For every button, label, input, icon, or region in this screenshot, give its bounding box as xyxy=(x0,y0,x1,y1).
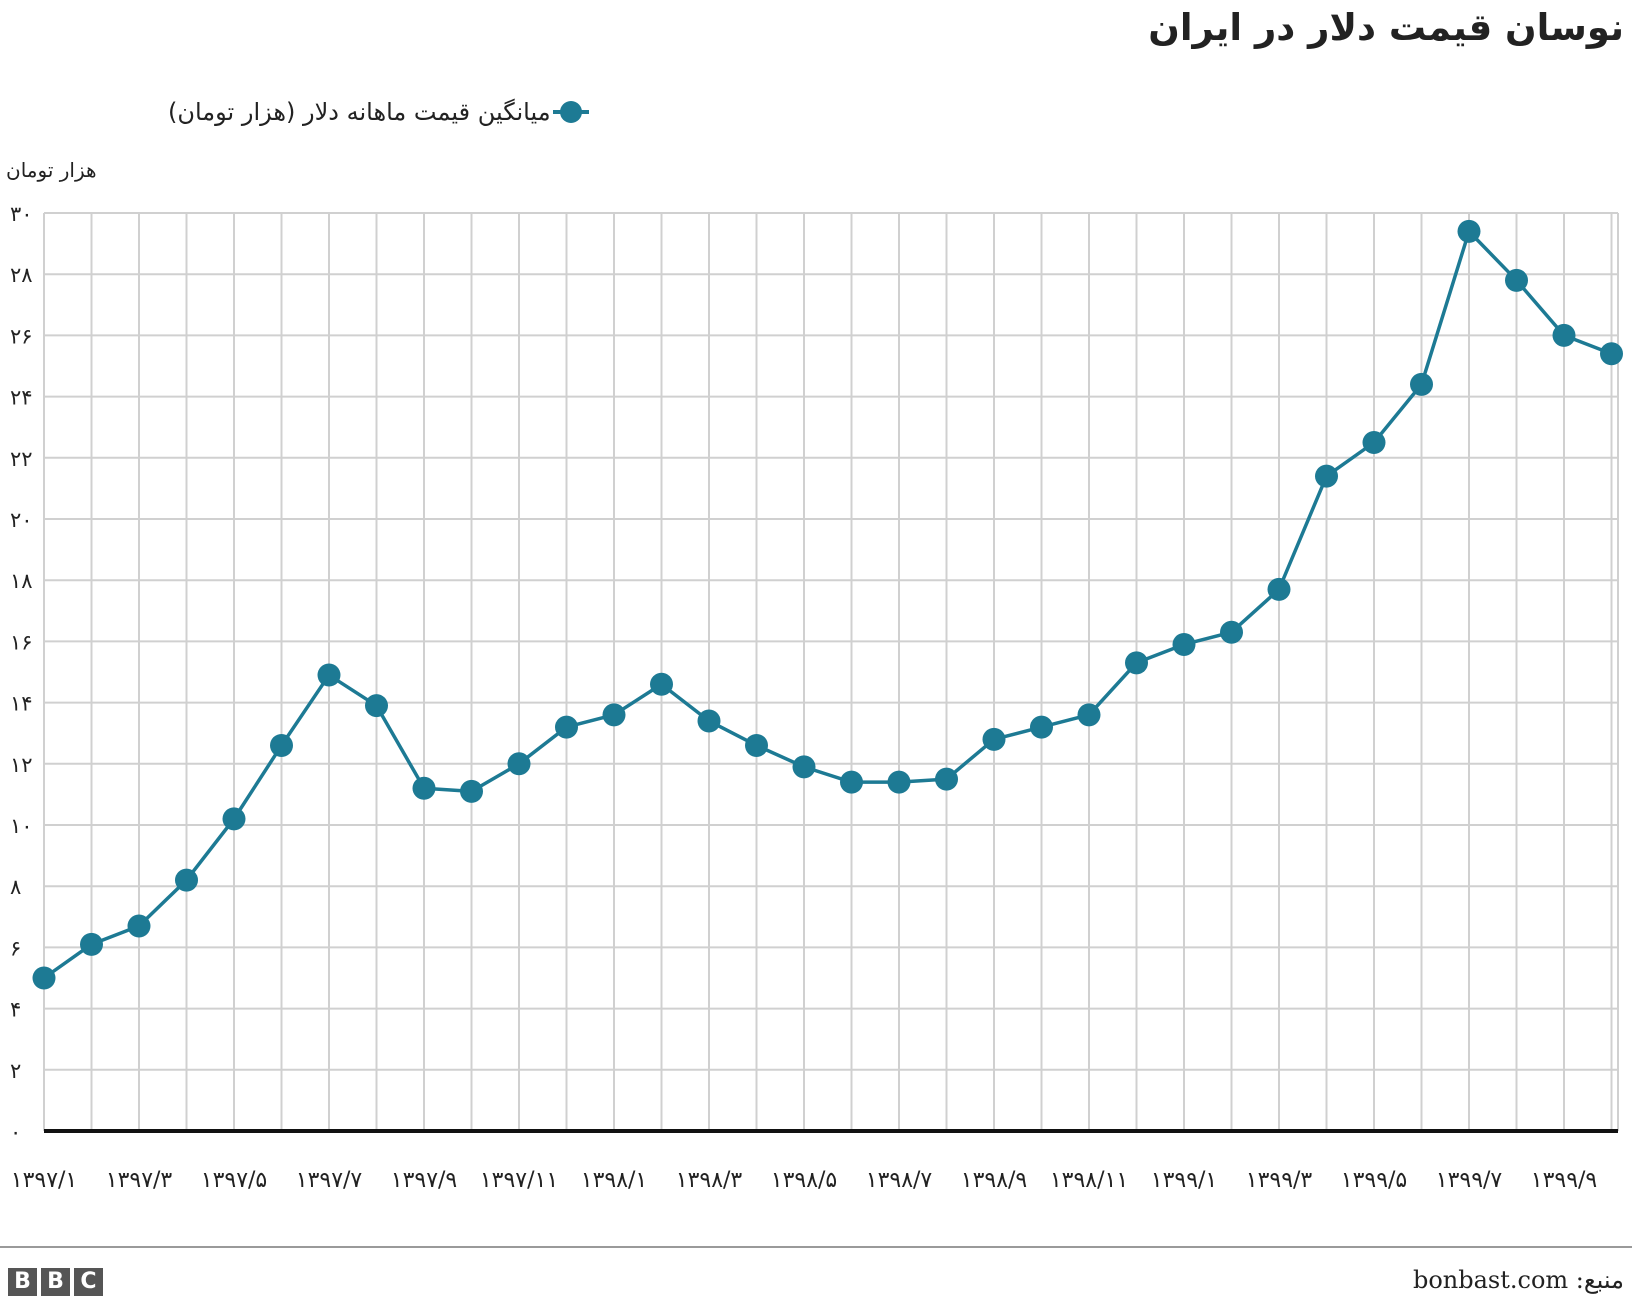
x-tick-label: ۱۳۹۹/۹ xyxy=(1531,1168,1598,1193)
y-tick-label: ۲۸ xyxy=(10,263,33,287)
data-point xyxy=(1505,268,1528,292)
data-point xyxy=(935,767,958,791)
legend: میانگین قیمت ماهانه دلار (هزار تومان) xyxy=(160,92,591,132)
y-tick-label: ۲۲ xyxy=(10,447,33,471)
y-tick-label: ۱۸ xyxy=(10,569,33,593)
y-tick-label: ۲ xyxy=(10,1059,21,1083)
x-tick-label: ۱۳۹۸/۱ xyxy=(581,1168,648,1193)
data-point xyxy=(1552,323,1576,347)
legend-marker-icon xyxy=(551,92,591,132)
y-tick-label: ۲۴ xyxy=(10,386,33,410)
x-tick-labels: ۱۳۹۷/۱ ۱۳۹۷/۳ ۱۳۹۷/۵ ۱۳۹۷/۷ ۱۳۹۷/۹ ۱۳۹۷/۱۱ ۱۳۹… xyxy=(11,1168,1598,1193)
data-point xyxy=(697,709,721,733)
legend-label: میانگین قیمت ماهانه دلار (هزار تومان) xyxy=(168,98,551,126)
data-point xyxy=(175,868,198,892)
y-tick-label: ۸ xyxy=(10,875,21,899)
data-point xyxy=(507,752,531,776)
data-point xyxy=(365,694,388,718)
data-point xyxy=(1362,431,1386,454)
data-point xyxy=(1030,715,1053,739)
data-point xyxy=(745,733,768,757)
bbc-logo-block: B xyxy=(41,1268,70,1296)
y-tick-label: ۴ xyxy=(10,998,21,1022)
y-axis-label: هزار تومان xyxy=(6,158,97,182)
x-tick-label: ۱۳۹۷/۷ xyxy=(296,1168,363,1193)
data-point xyxy=(887,770,911,794)
data-point xyxy=(602,703,626,727)
data-points xyxy=(32,219,1623,990)
data-point xyxy=(1600,342,1623,366)
data-point xyxy=(222,807,246,831)
bbc-logo-block: C xyxy=(74,1268,103,1296)
data-point xyxy=(650,672,673,696)
y-tick-label: ۰ xyxy=(10,1120,21,1144)
data-point xyxy=(1077,703,1101,727)
y-tick-label: ۲۰ xyxy=(10,508,33,532)
data-point xyxy=(1220,620,1243,644)
y-tick-label: ۶ xyxy=(10,936,21,960)
y-tick-label: ۱۴ xyxy=(10,692,33,716)
horizontal-gridlines xyxy=(44,212,1618,1071)
data-point xyxy=(792,755,816,779)
data-point xyxy=(1267,577,1291,601)
x-tick-label: ۱۳۹۸/۹ xyxy=(961,1168,1028,1193)
x-tick-label: ۱۳۹۷/۹ xyxy=(391,1168,458,1193)
chart-title: نوسان قیمت دلار در ایران xyxy=(1148,6,1624,49)
data-point xyxy=(270,733,293,757)
y-tick-label: ۳۰ xyxy=(10,202,33,226)
y-tick-label: ۱۰ xyxy=(10,814,33,838)
x-tick-label: ۱۳۹۸/۵ xyxy=(771,1168,838,1193)
y-tick-label: ۱۶ xyxy=(10,630,33,654)
data-point xyxy=(555,715,578,739)
vertical-gridlines xyxy=(43,213,1619,1131)
data-point xyxy=(1125,651,1148,675)
data-point xyxy=(982,727,1006,751)
x-tick-label: ۱۳۹۹/۵ xyxy=(1341,1168,1408,1193)
y-tick-label: ۲۶ xyxy=(10,324,33,348)
data-point xyxy=(1410,372,1433,396)
bbc-logo-block: B xyxy=(8,1268,37,1296)
x-tick-label: ۱۳۹۷/۱۱ xyxy=(480,1168,558,1193)
footer-divider xyxy=(0,1246,1632,1248)
y-tick-label: ۱۲ xyxy=(10,753,33,777)
x-tick-label: ۱۳۹۷/۳ xyxy=(106,1168,173,1193)
data-point xyxy=(460,779,483,803)
source-note: منبع: bonbast.com xyxy=(1412,1266,1624,1294)
data-point xyxy=(1172,632,1196,656)
data-point xyxy=(412,776,436,800)
data-point xyxy=(32,966,56,990)
x-tick-label: ۱۳۹۸/۳ xyxy=(676,1168,743,1193)
x-tick-label: ۱۳۹۹/۷ xyxy=(1436,1168,1503,1193)
x-tick-label: ۱۳۹۸/۷ xyxy=(866,1168,933,1193)
x-tick-label: ۱۳۹۸/۱۱ xyxy=(1050,1168,1128,1193)
data-point xyxy=(1315,464,1338,488)
x-tick-label: ۱۳۹۹/۳ xyxy=(1246,1168,1313,1193)
x-tick-label: ۱۳۹۷/۱ xyxy=(11,1168,78,1193)
data-point xyxy=(317,663,341,687)
data-point xyxy=(80,932,103,956)
x-tick-label: ۱۳۹۷/۵ xyxy=(201,1168,268,1193)
series-line xyxy=(42,229,1613,980)
x-tick-label: ۱۳۹۹/۱ xyxy=(1151,1168,1218,1193)
data-point xyxy=(1457,219,1481,243)
data-point xyxy=(127,914,151,938)
data-point xyxy=(840,770,863,794)
bbc-logo: B B C xyxy=(8,1268,103,1296)
